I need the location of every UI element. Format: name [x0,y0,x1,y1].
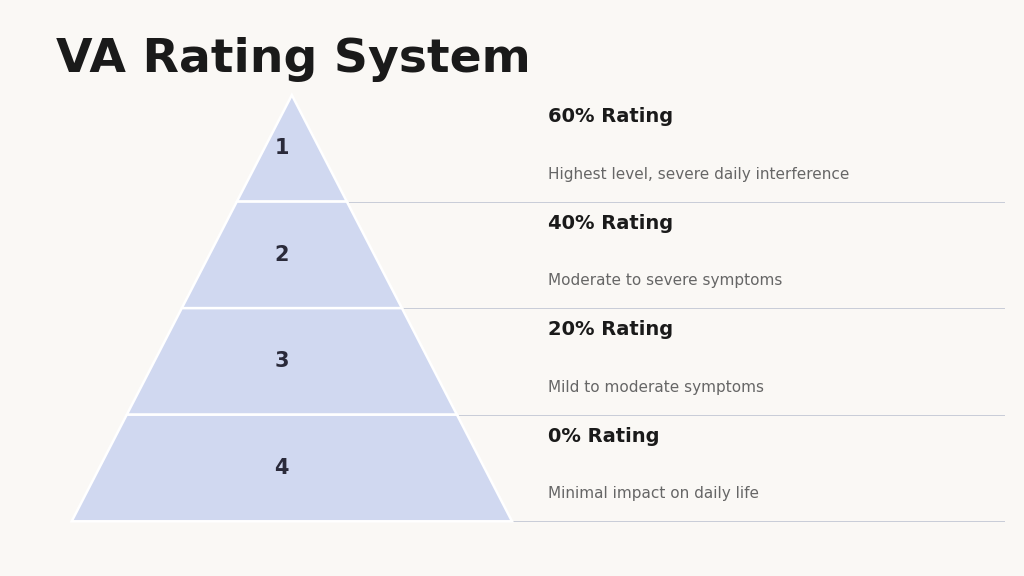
Text: VA Rating System: VA Rating System [56,37,531,82]
Text: 60% Rating: 60% Rating [548,107,673,126]
Polygon shape [72,415,512,521]
Text: 20% Rating: 20% Rating [548,320,673,339]
Text: Mild to moderate symptoms: Mild to moderate symptoms [548,380,764,395]
Polygon shape [237,95,347,202]
Text: 2: 2 [274,245,289,265]
Polygon shape [182,202,401,308]
Text: Minimal impact on daily life: Minimal impact on daily life [548,486,759,502]
Polygon shape [127,308,457,415]
Text: 0% Rating: 0% Rating [548,427,659,446]
Text: 4: 4 [274,458,289,478]
Text: 40% Rating: 40% Rating [548,214,673,233]
Text: Highest level, severe daily interference: Highest level, severe daily interference [548,166,849,182]
Text: 1: 1 [274,138,289,158]
Text: Moderate to severe symptoms: Moderate to severe symptoms [548,273,782,289]
Text: 3: 3 [274,351,289,372]
